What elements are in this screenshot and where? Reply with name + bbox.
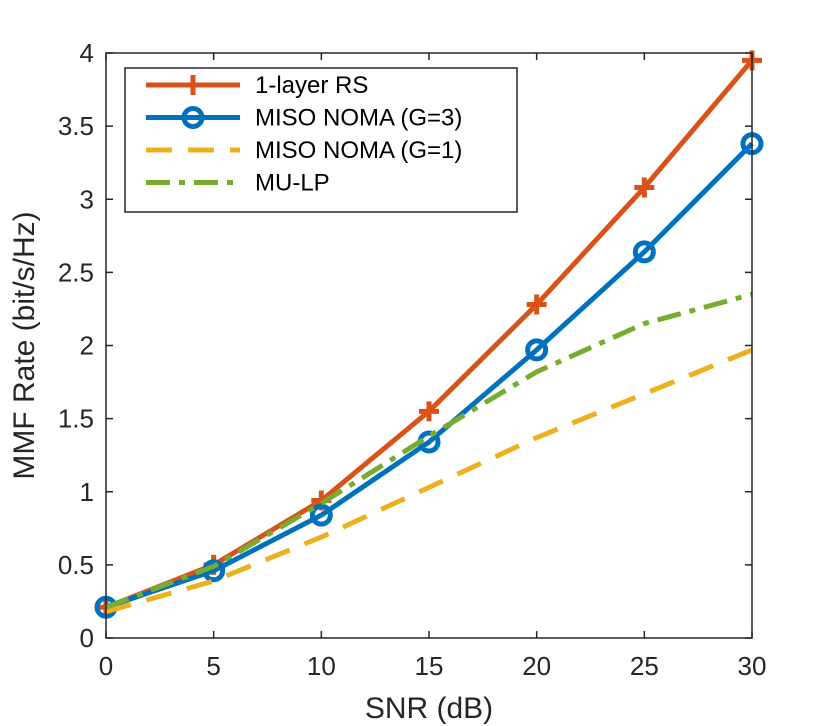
x-tick-label: 10 (307, 651, 336, 681)
series-layer (94, 50, 764, 619)
x-tick-label: 20 (522, 651, 551, 681)
legend-item-mu-lp: MU-LP (146, 170, 330, 197)
data-point-1-layer-rs (634, 177, 655, 198)
legend: 1-layer RS MISO NOMA (G=3) MISO NOMA (G=1)… (124, 67, 518, 213)
data-point-1-layer-rs (526, 294, 547, 315)
x-tick-label: 30 (738, 651, 767, 681)
series-line-mu-lp (105, 291, 753, 610)
legend-label: 1-layer RS (255, 72, 368, 99)
y-tick-label: 3 (80, 184, 94, 214)
y-tick-label: 1.5 (58, 404, 94, 434)
series-line-miso-noma-g-1 (105, 347, 753, 615)
y-tick-label: 0.5 (58, 550, 94, 580)
y-tick-label: 1 (80, 477, 94, 507)
x-tick-label: 25 (630, 651, 659, 681)
legend-label: MU-LP (255, 170, 330, 197)
series-line-miso-noma-g-3 (105, 141, 754, 610)
legend-marker-1-layer-rs (183, 75, 203, 95)
series-miso-noma-g-1 (105, 347, 753, 615)
data-point-miso-noma-g-3 (309, 503, 333, 527)
legend-item-miso-noma-g-3: MISO NOMA (G=3) (146, 105, 462, 132)
data-point-1-layer-rs (419, 401, 439, 422)
y-tick-label: 3.5 (58, 111, 94, 141)
x-tick-label: 0 (99, 651, 113, 681)
series-mu-lp (105, 291, 753, 610)
legend-label: MISO NOMA (G=1) (255, 137, 462, 164)
axes-layer: 0 5 10 15 20 25 30 0 0.5 1 1.5 2 2.5 3 3.5 4 (58, 38, 767, 681)
y-tick-label: 4 (80, 38, 94, 68)
legend-marker-miso-noma-g-3 (181, 106, 205, 129)
data-point-miso-noma-g-3 (632, 240, 656, 264)
y-axis-label: MMF Rate (bit/s/Hz) (8, 211, 41, 479)
x-axis-label: SNR (dB) (365, 692, 493, 725)
x-tick-label: 15 (415, 651, 444, 681)
y-tick-label: 0 (80, 623, 94, 653)
data-point-miso-noma-g-3 (525, 338, 549, 362)
legend-box (124, 67, 518, 213)
y-tick-label: 2.5 (58, 257, 94, 287)
legend-item-1-layer-rs: 1-layer RS (146, 72, 368, 99)
x-tick-label: 5 (206, 651, 220, 681)
legend-label: MISO NOMA (G=3) (255, 105, 462, 132)
legend-item-miso-noma-g-1: MISO NOMA (G=1) (146, 137, 462, 164)
y-tick-label: 2 (80, 331, 94, 361)
